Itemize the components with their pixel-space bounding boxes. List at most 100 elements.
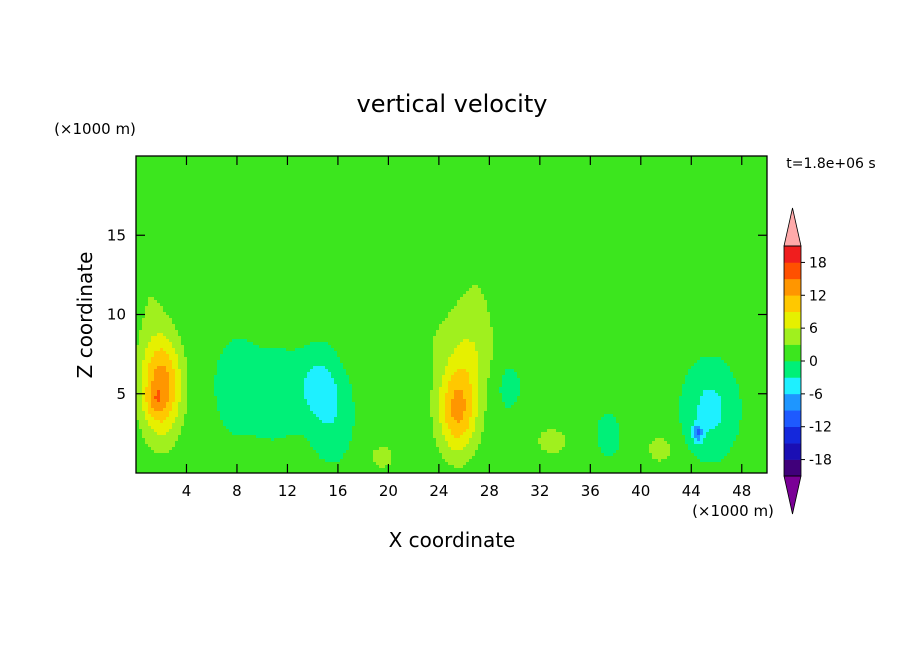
field-cell xyxy=(469,159,472,162)
field-cell xyxy=(652,162,655,165)
field-cell xyxy=(286,219,289,222)
field-cell xyxy=(685,159,688,162)
field-cell xyxy=(334,222,337,225)
field-cell xyxy=(748,186,751,189)
field-cell xyxy=(520,222,523,225)
field-cell xyxy=(232,171,235,174)
field-cell xyxy=(349,225,352,228)
field-cell xyxy=(517,204,520,207)
field-cell xyxy=(151,195,154,198)
field-cell xyxy=(427,171,430,174)
field-cell xyxy=(445,171,448,174)
field-cell xyxy=(208,207,211,210)
field-cell xyxy=(604,198,607,201)
field-cell xyxy=(199,207,202,210)
field-cell xyxy=(274,180,277,183)
field-cell xyxy=(742,180,745,183)
field-cell xyxy=(760,168,763,171)
field-cell xyxy=(580,165,583,168)
field-cell xyxy=(751,165,754,168)
field-cell xyxy=(370,189,373,192)
field-cell xyxy=(661,207,664,210)
field-cell xyxy=(760,159,763,162)
field-cell xyxy=(175,165,178,168)
field-cell xyxy=(658,201,661,204)
field-cell xyxy=(712,189,715,192)
field-cell xyxy=(559,219,562,222)
field-cell xyxy=(583,213,586,216)
field-cell xyxy=(421,204,424,207)
field-cell xyxy=(562,180,565,183)
field-cell xyxy=(385,186,388,189)
field-cell xyxy=(166,183,169,186)
field-cell xyxy=(226,165,229,168)
field-cell xyxy=(367,210,370,213)
field-cell xyxy=(661,198,664,201)
field-cell xyxy=(631,189,634,192)
field-cell xyxy=(277,174,280,177)
field-cell xyxy=(748,219,751,222)
field-cell xyxy=(457,216,460,219)
field-cell xyxy=(673,201,676,204)
field-cell xyxy=(424,198,427,201)
field-cell xyxy=(757,186,760,189)
field-cell xyxy=(517,159,520,162)
field-cell xyxy=(763,204,766,207)
field-cell xyxy=(601,201,604,204)
field-cell xyxy=(631,162,634,165)
field-cell xyxy=(334,171,337,174)
field-cell xyxy=(433,213,436,216)
field-cell xyxy=(376,201,379,204)
field-cell xyxy=(517,165,520,168)
field-cell xyxy=(190,201,193,204)
field-cell xyxy=(322,186,325,189)
field-cell xyxy=(571,216,574,219)
field-cell xyxy=(424,168,427,171)
field-cell xyxy=(196,195,199,198)
field-cell xyxy=(349,168,352,171)
field-cell xyxy=(484,219,487,222)
field-cell xyxy=(235,198,238,201)
field-cell xyxy=(409,180,412,183)
field-cell xyxy=(196,225,199,228)
field-cell xyxy=(547,174,550,177)
field-cell xyxy=(388,180,391,183)
field-cell xyxy=(283,225,286,228)
field-cell xyxy=(208,159,211,162)
field-cell xyxy=(361,177,364,180)
field-cell xyxy=(589,183,592,186)
field-cell xyxy=(244,183,247,186)
field-cell xyxy=(379,204,382,207)
field-cell xyxy=(316,162,319,165)
field-cell xyxy=(529,162,532,165)
field-cell xyxy=(559,210,562,213)
field-cell xyxy=(307,201,310,204)
field-cell xyxy=(322,162,325,165)
field-cell xyxy=(463,159,466,162)
field-cell xyxy=(601,207,604,210)
field-cell xyxy=(262,201,265,204)
field-cell xyxy=(514,222,517,225)
field-cell xyxy=(649,207,652,210)
field-cell xyxy=(382,219,385,222)
field-cell xyxy=(484,198,487,201)
field-cell xyxy=(739,195,742,198)
field-cell xyxy=(292,180,295,183)
field-cell xyxy=(655,162,658,165)
field-cell xyxy=(163,186,166,189)
field-cell xyxy=(673,213,676,216)
field-cell xyxy=(253,186,256,189)
field-cell xyxy=(436,195,439,198)
field-cell xyxy=(637,222,640,225)
field-cell xyxy=(313,204,316,207)
field-cell xyxy=(724,165,727,168)
field-cell xyxy=(166,180,169,183)
field-cell xyxy=(724,216,727,219)
field-cell xyxy=(451,177,454,180)
field-cell xyxy=(358,204,361,207)
field-cell xyxy=(562,198,565,201)
field-cell xyxy=(466,225,469,228)
field-cell xyxy=(346,165,349,168)
field-cell xyxy=(631,192,634,195)
field-cell xyxy=(451,189,454,192)
